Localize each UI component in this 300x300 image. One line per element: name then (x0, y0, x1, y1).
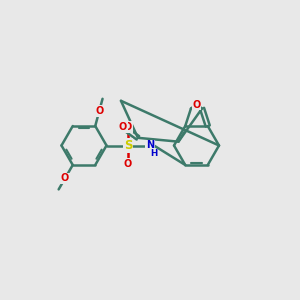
Text: H: H (151, 149, 158, 158)
Text: S: S (124, 139, 132, 152)
Text: O: O (124, 159, 132, 169)
Text: O: O (192, 100, 201, 110)
Text: O: O (61, 173, 69, 184)
Text: O: O (95, 106, 103, 116)
Text: O: O (118, 122, 127, 132)
Text: N: N (146, 140, 154, 151)
Text: O: O (124, 122, 132, 132)
